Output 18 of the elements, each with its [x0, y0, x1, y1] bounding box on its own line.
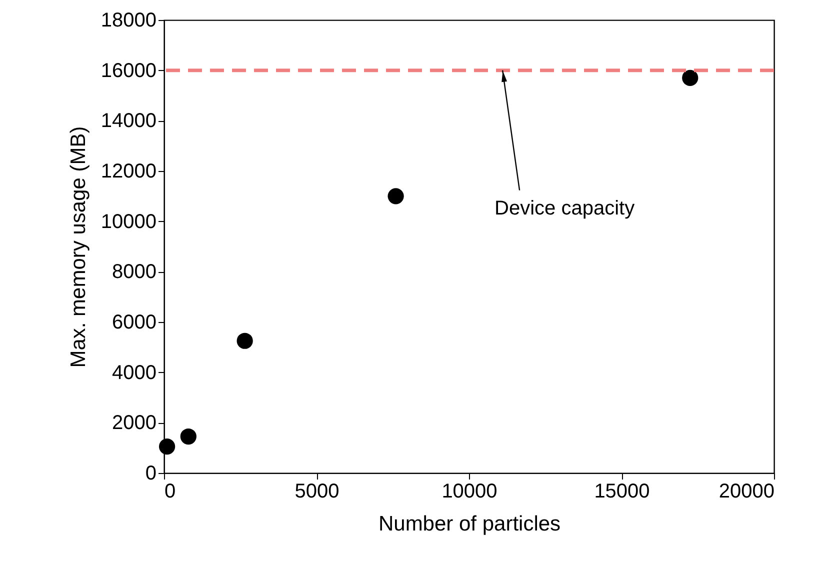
x-tick-label: 10000 — [442, 480, 498, 502]
y-tick-label: 16000 — [100, 60, 156, 82]
x-tick-label: 20000 — [718, 480, 774, 502]
y-tick-label: 18000 — [100, 10, 156, 32]
y-tick-label: 2000 — [112, 412, 156, 434]
y-tick-label: 4000 — [112, 362, 156, 384]
y-tick-label: 0 — [145, 462, 156, 484]
x-tick-label: 15000 — [594, 480, 650, 502]
y-tick-label: 8000 — [112, 261, 156, 284]
y-tick-label: 12000 — [100, 160, 156, 182]
x-tick-label: 0 — [164, 480, 176, 502]
y-axis-title: Max. memory usage (MB) — [66, 126, 90, 368]
annotation: Device capacity — [494, 197, 635, 220]
x-axis-title: Number of particles — [378, 512, 561, 536]
y-tick-label: 14000 — [100, 110, 156, 132]
y-tick-label: 6000 — [112, 312, 156, 334]
x-tick-label: 5000 — [294, 480, 340, 502]
y-tick-label: 10000 — [100, 210, 156, 233]
